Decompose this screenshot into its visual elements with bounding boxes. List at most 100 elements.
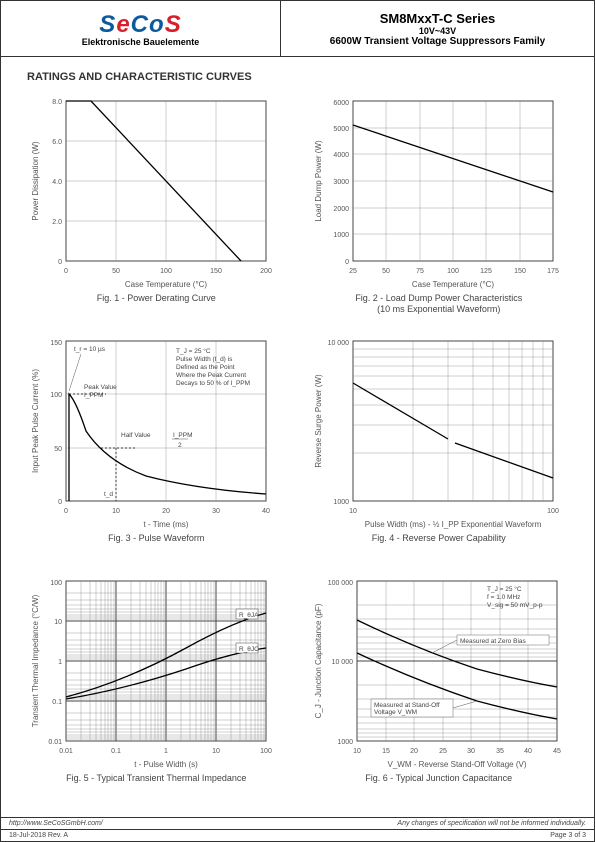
svg-text:2: 2 bbox=[178, 442, 182, 449]
svg-text:1: 1 bbox=[58, 659, 62, 666]
svg-text:150: 150 bbox=[51, 340, 63, 347]
logo-subtitle: Elektronische Bauelemente bbox=[82, 37, 200, 47]
fig-2-caption: Fig. 2 - Load Dump Power Characteristics… bbox=[355, 293, 522, 316]
svg-text:Input Peak Pulse Current (%): Input Peak Pulse Current (%) bbox=[31, 369, 40, 473]
fig-6-svg: T_J = 25 °C f = 1.0 MHz V_sig = 50 mV_p-… bbox=[309, 571, 569, 771]
fig-3-caption: Fig. 3 - Pulse Waveform bbox=[108, 533, 204, 544]
svg-text:10: 10 bbox=[112, 508, 120, 515]
svg-text:Peak Value: Peak Value bbox=[84, 384, 117, 391]
svg-text:Pulse Width (ms) - ½ I_PP Expo: Pulse Width (ms) - ½ I_PP Exponential Wa… bbox=[364, 520, 541, 529]
footer: http://www.SeCoSGmbH.com/ Any changes of… bbox=[1, 817, 594, 841]
svg-text:Load Dump Power (W): Load Dump Power (W) bbox=[314, 140, 323, 222]
svg-text:Pulse Width (t_d) is: Pulse Width (t_d) is bbox=[176, 356, 233, 363]
svg-text:1000: 1000 bbox=[337, 739, 353, 746]
svg-text:25: 25 bbox=[349, 268, 357, 275]
svg-text:0.01: 0.01 bbox=[59, 748, 73, 755]
svg-text:100: 100 bbox=[51, 392, 63, 399]
svg-text:0.1: 0.1 bbox=[111, 748, 121, 755]
svg-text:200: 200 bbox=[260, 268, 272, 275]
fig-1: 0 2.0 4.0 6.0 8.0 0 50 100 150 200 Case … bbox=[19, 91, 294, 327]
svg-text:t - Pulse Width (s): t - Pulse Width (s) bbox=[134, 760, 198, 769]
svg-text:t_r = 10 µs: t_r = 10 µs bbox=[74, 346, 106, 353]
fig-4: 1000 10 000 10 100 Pulse Width (ms) - ½ … bbox=[302, 331, 577, 567]
voltage-range: 10V~43V bbox=[419, 26, 456, 36]
svg-text:2000: 2000 bbox=[333, 206, 349, 213]
svg-text:f = 1.0 MHz: f = 1.0 MHz bbox=[487, 594, 520, 601]
logo-box: SeCoS Elektronische Bauelemente bbox=[1, 1, 281, 56]
svg-text:30: 30 bbox=[212, 508, 220, 515]
header: SeCoS Elektronische Bauelemente SM8MxxT-… bbox=[1, 1, 594, 57]
footer-date: 18-Jul-2018 Rev. A bbox=[9, 832, 68, 839]
svg-text:0: 0 bbox=[64, 268, 68, 275]
svg-text:1000: 1000 bbox=[333, 232, 349, 239]
svg-text:T_J = 25 °C: T_J = 25 °C bbox=[487, 585, 522, 593]
svg-text:10: 10 bbox=[353, 748, 361, 755]
svg-text:I_PPM: I_PPM bbox=[84, 392, 104, 399]
svg-text:0.1: 0.1 bbox=[53, 699, 63, 706]
svg-text:t - Time (ms): t - Time (ms) bbox=[144, 520, 189, 529]
svg-text:125: 125 bbox=[480, 268, 492, 275]
fig-4-svg: 1000 10 000 10 100 Pulse Width (ms) - ½ … bbox=[309, 331, 569, 531]
svg-text:R_θJC: R_θJC bbox=[239, 646, 259, 653]
svg-text:Reverse Surge Power (W): Reverse Surge Power (W) bbox=[314, 374, 323, 468]
svg-text:0: 0 bbox=[64, 508, 68, 515]
svg-text:Half Value: Half Value bbox=[121, 432, 151, 439]
svg-text:Defined as the Point: Defined as the Point bbox=[176, 364, 235, 371]
svg-text:Measured at Stand-Off: Measured at Stand-Off bbox=[374, 702, 440, 709]
svg-text:5000: 5000 bbox=[333, 126, 349, 133]
svg-text:Measured at Zero Bias: Measured at Zero Bias bbox=[460, 638, 527, 645]
svg-text:2.0: 2.0 bbox=[53, 219, 63, 226]
svg-text:100: 100 bbox=[547, 508, 559, 515]
page: SeCoS Elektronische Bauelemente SM8MxxT-… bbox=[0, 0, 595, 842]
fig-1-caption: Fig. 1 - Power Derating Curve bbox=[97, 293, 216, 304]
fig-6-caption: Fig. 6 - Typical Junction Capacitance bbox=[365, 773, 512, 784]
svg-text:Case Temperature (°C): Case Temperature (°C) bbox=[412, 280, 495, 289]
fig-6: T_J = 25 °C f = 1.0 MHz V_sig = 50 mV_p-… bbox=[302, 571, 577, 807]
svg-text:45: 45 bbox=[553, 748, 561, 755]
svg-text:C_J - Junction Capacitance (pF: C_J - Junction Capacitance (pF) bbox=[314, 603, 323, 718]
svg-text:50: 50 bbox=[54, 446, 62, 453]
svg-text:8.0: 8.0 bbox=[53, 99, 63, 106]
svg-text:20: 20 bbox=[162, 508, 170, 515]
svg-text:t_d: t_d bbox=[104, 491, 113, 498]
svg-text:Power Dissipation (W): Power Dissipation (W) bbox=[31, 141, 40, 220]
svg-text:R_θJA: R_θJA bbox=[239, 612, 259, 619]
fig-2: 0 1000 2000 3000 4000 5000 6000 25 50 75… bbox=[302, 91, 577, 327]
section-title: RATINGS AND CHARACTERISTIC CURVES bbox=[27, 71, 594, 83]
svg-text:30: 30 bbox=[467, 748, 475, 755]
title-box: SM8MxxT-C Series 10V~43V 6600W Transient… bbox=[281, 1, 594, 56]
svg-text:0: 0 bbox=[58, 499, 62, 506]
svg-text:10 000: 10 000 bbox=[331, 659, 353, 666]
svg-text:15: 15 bbox=[382, 748, 390, 755]
svg-text:Case Temperature (°C): Case Temperature (°C) bbox=[125, 280, 208, 289]
fig-5-caption: Fig. 5 - Typical Transient Thermal Imped… bbox=[66, 773, 246, 784]
svg-text:T_J = 25 °C: T_J = 25 °C bbox=[176, 347, 211, 355]
svg-text:10: 10 bbox=[54, 619, 62, 626]
fig-3: t_r = 10 µs Peak Value I_PPM Half Value … bbox=[19, 331, 294, 567]
svg-text:V_sig = 50 mV_p-p: V_sig = 50 mV_p-p bbox=[487, 602, 543, 609]
svg-text:Transient Thermal Impedance (°: Transient Thermal Impedance (°C/W) bbox=[31, 594, 40, 727]
svg-text:100 000: 100 000 bbox=[327, 580, 352, 587]
svg-text:35: 35 bbox=[496, 748, 504, 755]
footer-page: Page 3 of 3 bbox=[550, 832, 586, 839]
svg-text:150: 150 bbox=[210, 268, 222, 275]
svg-text:25: 25 bbox=[439, 748, 447, 755]
svg-text:40: 40 bbox=[524, 748, 532, 755]
footer-url: http://www.SeCoSGmbH.com/ bbox=[9, 820, 103, 827]
svg-text:1000: 1000 bbox=[333, 499, 349, 506]
svg-text:100: 100 bbox=[260, 748, 272, 755]
svg-text:75: 75 bbox=[416, 268, 424, 275]
svg-text:Where the Peak Current: Where the Peak Current bbox=[176, 372, 246, 379]
svg-text:6.0: 6.0 bbox=[53, 139, 63, 146]
fig-5-svg: R_θJA R_θJC 0.01 0.1 1 10 100 0.01 0.1 1… bbox=[26, 571, 286, 771]
logo-text: SeCoS bbox=[99, 11, 181, 39]
fig-3-svg: t_r = 10 µs Peak Value I_PPM Half Value … bbox=[26, 331, 286, 531]
svg-text:10: 10 bbox=[212, 748, 220, 755]
svg-text:100: 100 bbox=[51, 580, 63, 587]
svg-text:3000: 3000 bbox=[333, 179, 349, 186]
svg-text:4.0: 4.0 bbox=[53, 179, 63, 186]
svg-text:0: 0 bbox=[345, 259, 349, 266]
fig-1-svg: 0 2.0 4.0 6.0 8.0 0 50 100 150 200 Case … bbox=[26, 91, 286, 291]
series-title: SM8MxxT-C Series bbox=[380, 11, 496, 26]
svg-text:20: 20 bbox=[410, 748, 418, 755]
